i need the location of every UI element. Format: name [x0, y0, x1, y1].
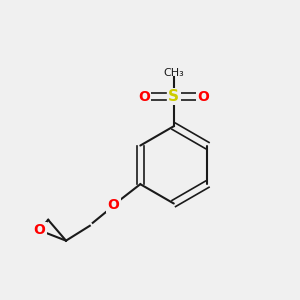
Text: O: O [198, 89, 209, 103]
Text: O: O [33, 223, 45, 237]
Text: S: S [168, 89, 179, 104]
Text: CH₃: CH₃ [164, 68, 184, 78]
Text: O: O [138, 89, 150, 103]
Text: O: O [108, 198, 119, 212]
